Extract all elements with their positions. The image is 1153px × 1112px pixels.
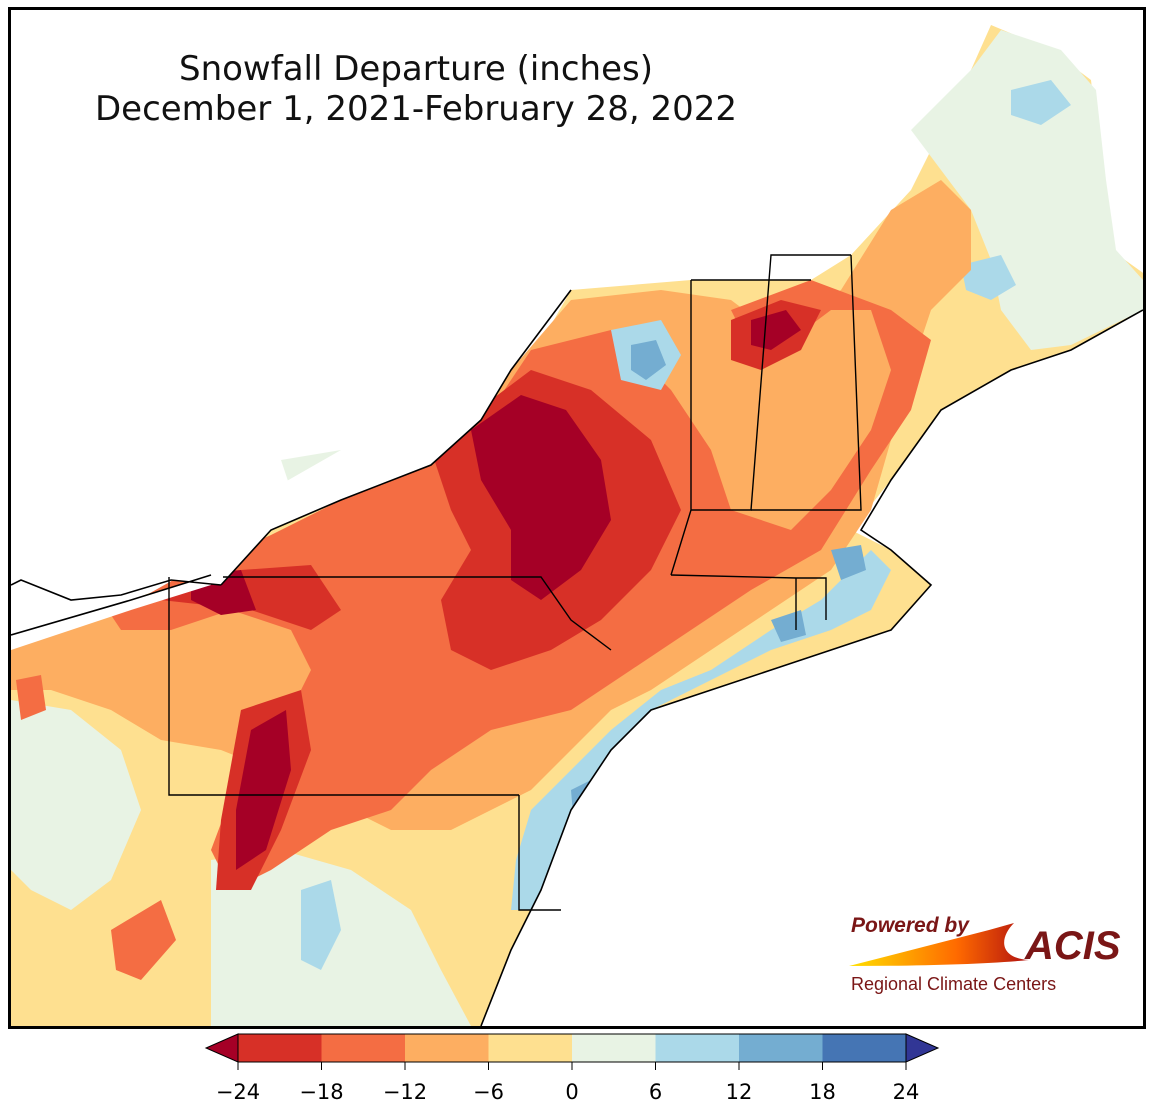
colorbar-bin xyxy=(655,1034,739,1062)
zone-6-12-wv xyxy=(301,880,341,970)
acis-powered-by: Powered by xyxy=(851,914,969,937)
zone-0-6-west xyxy=(11,700,141,910)
zone-0-6-maine xyxy=(911,30,1143,350)
lake-erie xyxy=(11,575,211,650)
zone-red-oh xyxy=(16,675,46,720)
zone-darkest-red-sw xyxy=(236,710,291,870)
zone-12-18-ny xyxy=(631,340,666,380)
colorbar-scale xyxy=(204,1033,940,1070)
colorbar-bin-below xyxy=(204,1033,239,1063)
map-subtitle: December 1, 2021-February 28, 2022 xyxy=(94,89,738,129)
zone-6-12-coast xyxy=(511,550,891,910)
colorbar-bin xyxy=(405,1034,489,1062)
colorbar-tick-label: 6 xyxy=(648,1080,663,1104)
colorbar-tick-label: 24 xyxy=(892,1080,920,1104)
colorbar-tick-label: 0 xyxy=(565,1080,579,1104)
zone-0-6-south xyxy=(211,850,471,1026)
zone-darkest-red-nh xyxy=(751,310,801,350)
colorbar-tick-label: −24 xyxy=(215,1080,261,1104)
acis-logo: Powered by ACIS Regional Climate Centers xyxy=(839,908,1129,1003)
lake-ontario xyxy=(11,350,511,600)
map-title: Snowfall Departure (inches) xyxy=(179,49,653,89)
colorbar-bin xyxy=(238,1034,322,1062)
acis-name: ACIS xyxy=(1025,924,1121,968)
zone-6-12-maine2 xyxy=(961,255,1016,300)
colorbar-bin xyxy=(739,1034,823,1062)
map-frame: Snowfall Departure (inches) December 1, … xyxy=(8,7,1146,1029)
coastline xyxy=(11,289,1143,1026)
colorbar-bin xyxy=(822,1034,906,1062)
state-borders xyxy=(168,254,862,911)
colorbar-tick-label: −12 xyxy=(382,1080,428,1104)
zone-12-18-ma2 xyxy=(771,610,806,642)
colorbar-bin xyxy=(321,1034,405,1062)
zone-6-12-maine xyxy=(1011,80,1071,125)
colorbar-tick-label: −18 xyxy=(299,1080,344,1104)
acis-swoosh-icon xyxy=(849,923,1029,966)
acis-subtitle: Regional Climate Centers xyxy=(851,974,1057,994)
colorbar-bin xyxy=(572,1034,656,1062)
colorbar-tick-label: 12 xyxy=(725,1080,753,1104)
zone-red-va xyxy=(111,900,176,980)
colorbar-tick-label: 18 xyxy=(809,1080,836,1104)
colorbar: −24 −18 −12 −6 0 6 12 18 24 xyxy=(200,1030,950,1112)
colorbar-tick-label: −6 xyxy=(473,1080,504,1104)
zone-darkest-red xyxy=(471,395,611,600)
colorbar-bin-above xyxy=(905,1033,940,1063)
atlantic-ocean xyxy=(481,310,1143,1026)
snowfall-departure-map xyxy=(11,10,1143,1026)
colorbar-bin xyxy=(488,1034,572,1062)
zone-12-18-ma xyxy=(831,545,866,580)
